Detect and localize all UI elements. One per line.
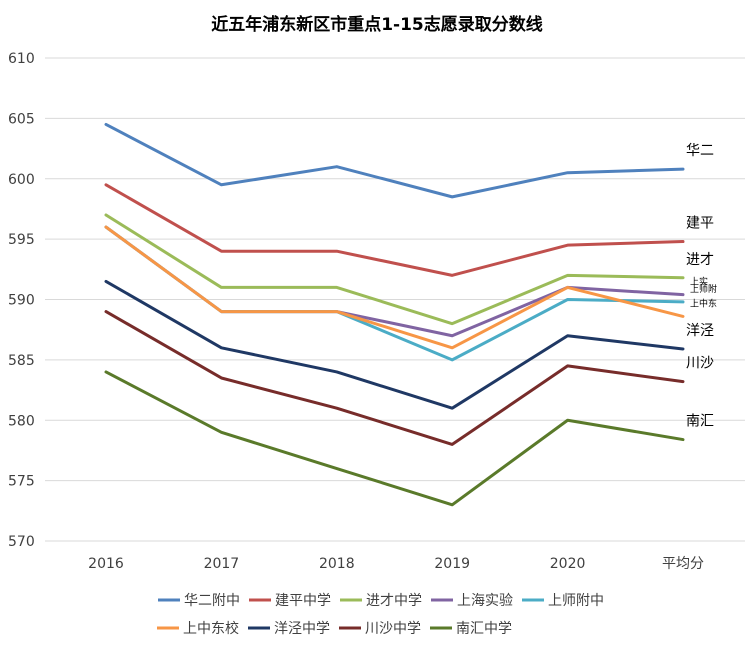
y-tick-label: 610 xyxy=(8,51,35,67)
series-line xyxy=(104,279,685,410)
x-tick-label: 2017 xyxy=(204,556,240,572)
y-tick-label: 605 xyxy=(8,111,35,127)
legend-label: 建平中学 xyxy=(275,593,331,609)
y-tick-label: 580 xyxy=(8,413,35,429)
series-line xyxy=(104,213,685,326)
y-tick-label: 590 xyxy=(8,293,35,309)
series-end-label: 建平 xyxy=(686,216,714,232)
y-tick-label: 585 xyxy=(8,353,35,369)
series-end-label: 川沙 xyxy=(686,356,714,372)
series-line xyxy=(104,310,685,446)
legend-label: 上中东校 xyxy=(183,620,239,637)
series-end-label: 上实 xyxy=(690,276,708,288)
y-tick-label: 575 xyxy=(8,474,35,490)
legend-label: 川沙中学 xyxy=(365,621,421,637)
legend-label: 南汇中学 xyxy=(456,621,512,637)
series-end-label: 上师附 xyxy=(690,283,717,295)
series-lines xyxy=(104,122,685,507)
series-end-label: 华二 xyxy=(686,143,714,159)
y-axis: 570 575 580 585 590 595 600 605 610 xyxy=(8,51,35,550)
legend-label: 上师附中 xyxy=(548,593,604,609)
y-tick-label: 570 xyxy=(8,534,35,550)
x-tick-label: 2016 xyxy=(88,556,124,572)
series-line xyxy=(104,122,685,199)
series-line xyxy=(104,225,685,350)
legend-label: 洋泾中学 xyxy=(274,621,330,637)
x-tick-label: 平均分 xyxy=(662,556,704,572)
series-end-label: 洋泾 xyxy=(686,323,714,339)
y-tick-label: 595 xyxy=(8,232,35,248)
legend-label: 上海实验 xyxy=(457,593,513,609)
legend-label: 进才中学 xyxy=(366,593,422,609)
x-tick-label: 2018 xyxy=(319,556,355,572)
x-tick-label: 2020 xyxy=(550,556,586,572)
series-line xyxy=(104,183,685,277)
x-tick-label: 2019 xyxy=(434,556,470,572)
series-end-label: 南汇 xyxy=(686,414,714,430)
legend-label: 华二附中 xyxy=(184,593,240,609)
series-end-label: 上中东 xyxy=(690,297,717,309)
series-end-label: 进才 xyxy=(686,252,714,268)
chart-title: 近五年浦东新区市重点1-15志愿录取分数线 xyxy=(211,14,543,35)
grid xyxy=(45,57,745,542)
series-line xyxy=(104,370,685,507)
y-tick-label: 600 xyxy=(8,172,35,188)
x-axis: 2016 2017 2018 2019 2020 平均分 xyxy=(88,556,704,572)
